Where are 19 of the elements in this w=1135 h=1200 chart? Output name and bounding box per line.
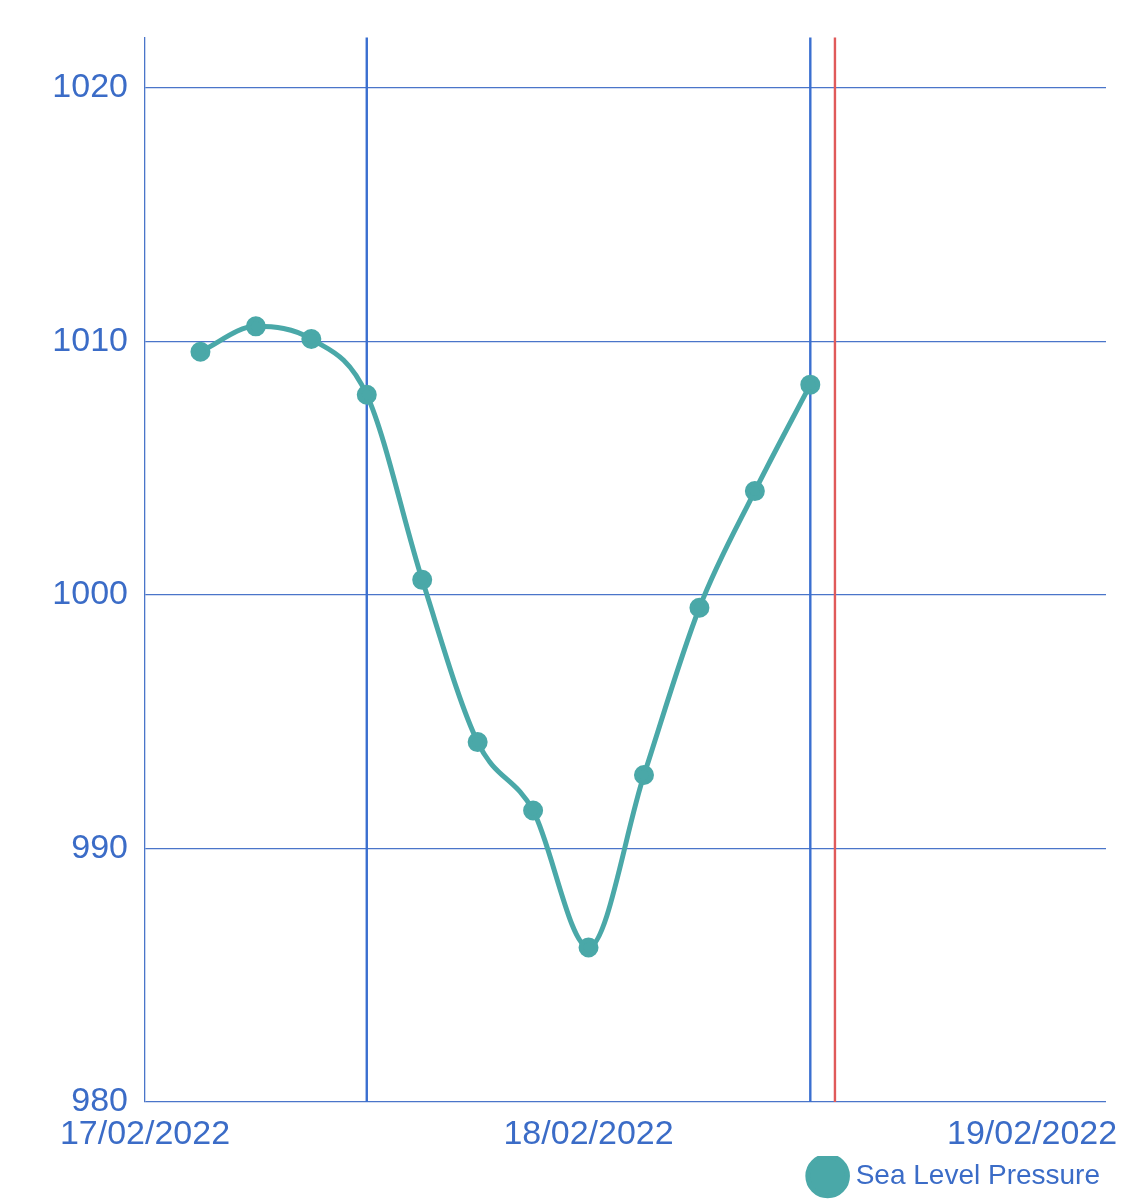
y-tick-label: 1010 [52,319,128,358]
y-tick-label: 990 [71,826,128,865]
point [301,329,322,350]
x-tick-label: 18/02/2022 [503,1112,674,1151]
legend-label: Sea Level Pressure [855,1158,1100,1190]
point [633,765,654,786]
point [800,374,821,395]
point [467,732,488,753]
point [356,384,377,405]
point [689,597,710,618]
y-tick-label: 1000 [52,573,128,612]
point [523,800,544,821]
x-tick-label: 19/02/2022 [946,1112,1118,1151]
point [744,481,765,502]
point [245,316,266,337]
y-tick-label: 1020 [52,66,128,105]
point [578,937,599,958]
point [412,569,433,590]
point [190,341,211,362]
